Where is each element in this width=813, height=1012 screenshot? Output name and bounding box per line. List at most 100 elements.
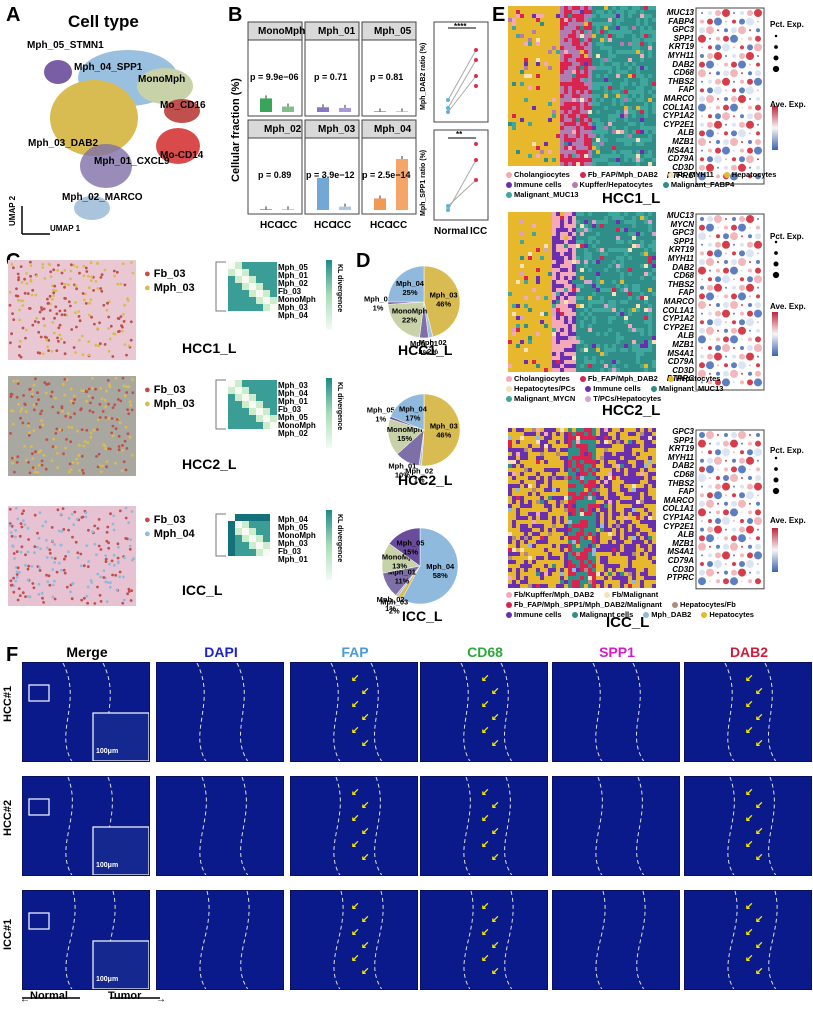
spatial-spot (524, 436, 528, 440)
spot (47, 349, 50, 352)
spatial-spot (560, 444, 564, 448)
dot-cell (698, 138, 706, 146)
dot-cell (701, 243, 703, 246)
spatial-spot (568, 50, 572, 54)
spatial-spot (588, 452, 592, 456)
spatial-spot (612, 268, 616, 272)
spatial-spot (516, 432, 520, 436)
spatial-spot (528, 500, 532, 504)
spatial-spot (592, 368, 596, 372)
spot (38, 566, 41, 569)
spatial-spot (584, 138, 588, 142)
spatial-spot (604, 476, 608, 480)
spatial-spot (528, 496, 532, 500)
spatial-spot (548, 352, 552, 356)
spatial-spot (636, 460, 640, 464)
heat-cell (242, 394, 249, 401)
spatial-spot (596, 336, 600, 340)
spatial-spot (628, 352, 632, 356)
spatial-spot (536, 268, 540, 272)
spatial-spot (540, 448, 544, 452)
spatial-spot (608, 90, 612, 94)
spatial-spot (628, 444, 632, 448)
spatial-spot (644, 292, 648, 296)
spatial-spot (548, 98, 552, 102)
spot (34, 450, 37, 454)
spatial-spot (584, 284, 588, 288)
spatial-spot (596, 440, 600, 444)
spot (104, 554, 108, 558)
dot-cell (731, 293, 737, 300)
spot (124, 516, 128, 520)
spatial-spot (512, 444, 516, 448)
spatial-spot (516, 292, 520, 296)
spatial-spot (588, 268, 592, 272)
spatial-spot (616, 480, 620, 484)
spatial-spot (568, 360, 572, 364)
spatial-spot (612, 90, 616, 94)
spatial-spot (600, 496, 604, 500)
dot-cell (746, 249, 754, 258)
spatial-spot (612, 288, 616, 292)
heat-cell (228, 408, 235, 415)
spatial-spot (640, 232, 644, 236)
spatial-spot (644, 38, 648, 42)
spatial-spot (540, 98, 544, 102)
spot (29, 278, 33, 282)
dot-cell (701, 115, 703, 118)
spatial-spot (584, 82, 588, 86)
spatial-spot (640, 134, 644, 138)
dot-cell (700, 285, 704, 290)
spatial-spot (508, 436, 512, 440)
spatial-spot (640, 86, 644, 90)
dot-cell (749, 364, 751, 367)
spatial-spot (520, 138, 524, 142)
spatial-spot (556, 102, 560, 106)
spatial-spot (568, 82, 572, 86)
dot-cell (731, 164, 737, 171)
heat-cell (256, 401, 263, 408)
dot-cell (749, 98, 751, 100)
spatial-spot (636, 464, 640, 468)
spot (53, 316, 56, 320)
dot-cell (709, 338, 711, 341)
spot (42, 601, 45, 604)
spatial-spot (528, 34, 532, 38)
spot (23, 291, 27, 295)
spatial-spot (560, 162, 564, 166)
spot (105, 460, 109, 463)
spatial-spot (544, 460, 548, 464)
dot-cell (730, 232, 738, 241)
spatial-spot (544, 58, 548, 62)
spot (76, 556, 80, 560)
spatial-spot (612, 320, 616, 324)
spatial-spot (548, 126, 552, 130)
spatial-spot (560, 260, 564, 264)
spatial-spot (516, 364, 520, 368)
spatial-spot (592, 158, 596, 162)
spot (59, 543, 63, 547)
spatial-spot (632, 62, 636, 66)
heat-cell (249, 276, 256, 283)
spatial-spot (588, 432, 592, 436)
spatial-spot (512, 50, 516, 54)
spot (29, 264, 33, 267)
spatial-spot (580, 272, 584, 276)
spatial-spot (556, 316, 560, 320)
spatial-spot (580, 252, 584, 256)
spatial-spot (540, 264, 544, 268)
spatial-spot (528, 320, 532, 324)
spatial-spot (528, 260, 532, 264)
cluster-monomph: MonoMph (138, 74, 186, 85)
spatial-spot (628, 50, 632, 54)
spatial-spot (544, 252, 548, 256)
spatial-spot (564, 228, 568, 232)
spatial-spot (556, 260, 560, 264)
spot (112, 528, 116, 532)
spatial-spot (544, 332, 548, 336)
spot (53, 579, 56, 583)
spatial-spot (640, 228, 644, 232)
spatial-spot (596, 228, 600, 232)
spatial-spot (612, 134, 616, 138)
spot (104, 580, 108, 584)
